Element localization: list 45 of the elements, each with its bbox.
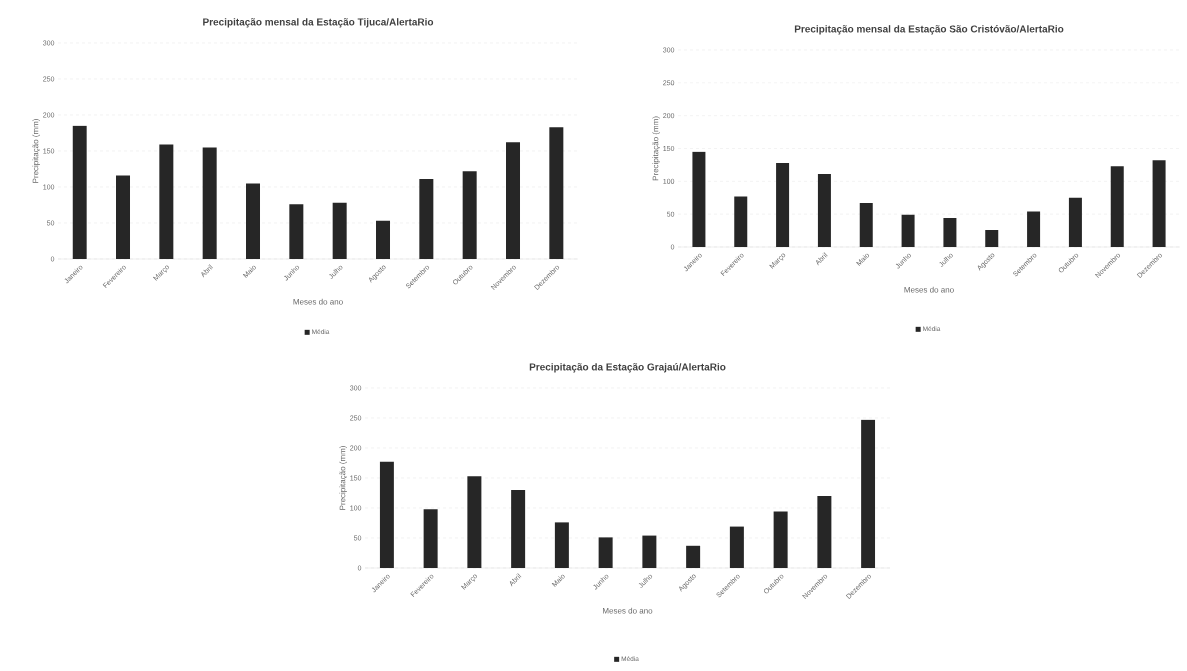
bar: [511, 489, 526, 568]
bar: [549, 127, 564, 259]
bar: [159, 144, 174, 259]
bar: [686, 545, 701, 568]
bar: [598, 537, 613, 568]
bar: [202, 147, 217, 259]
bar: [462, 171, 477, 259]
bar: [943, 218, 957, 247]
x-axis-title: Meses do ano: [293, 298, 343, 305]
bar: [332, 202, 347, 259]
y-axis-title: Precipitação (mm): [339, 446, 347, 510]
bar: [423, 509, 438, 568]
bar: [773, 511, 788, 568]
bar: [817, 495, 832, 568]
bar: [1068, 197, 1082, 247]
bar: [734, 196, 748, 247]
chart-title: Precipitação mensal da Estação São Cristóvão/AlertaRio: [794, 25, 1064, 35]
bar: [506, 142, 520, 259]
y-axis-title: Precipitação (mm): [32, 119, 40, 183]
bar: [1152, 160, 1166, 247]
bar: [554, 522, 569, 568]
bar: [376, 220, 391, 259]
bar: [419, 179, 434, 259]
y-axis-title: Precipitação (mm): [652, 116, 660, 181]
bar: [289, 204, 304, 259]
bar: [692, 151, 706, 247]
bar: [642, 535, 657, 568]
bar: [901, 214, 915, 247]
bar: [776, 162, 790, 247]
bar: [246, 183, 261, 259]
bar: [861, 419, 876, 568]
bar: [985, 229, 999, 247]
bar: [1110, 166, 1124, 247]
bar: [729, 526, 744, 568]
bar: [467, 476, 482, 568]
chart-title: Precipitação mensal da Estação Tijuca/AlertaRio: [203, 18, 434, 28]
bar: [817, 174, 831, 247]
bar: [116, 175, 131, 259]
x-axis-title: Meses do ano: [603, 607, 653, 614]
chart-title: Precipitação da Estação Grajaú/AlertaRio: [529, 363, 726, 373]
x-axis-title: Meses do ano: [904, 286, 954, 293]
bar: [1027, 211, 1041, 247]
bar: [859, 202, 873, 247]
bar: [379, 461, 394, 568]
bar: [72, 125, 87, 259]
